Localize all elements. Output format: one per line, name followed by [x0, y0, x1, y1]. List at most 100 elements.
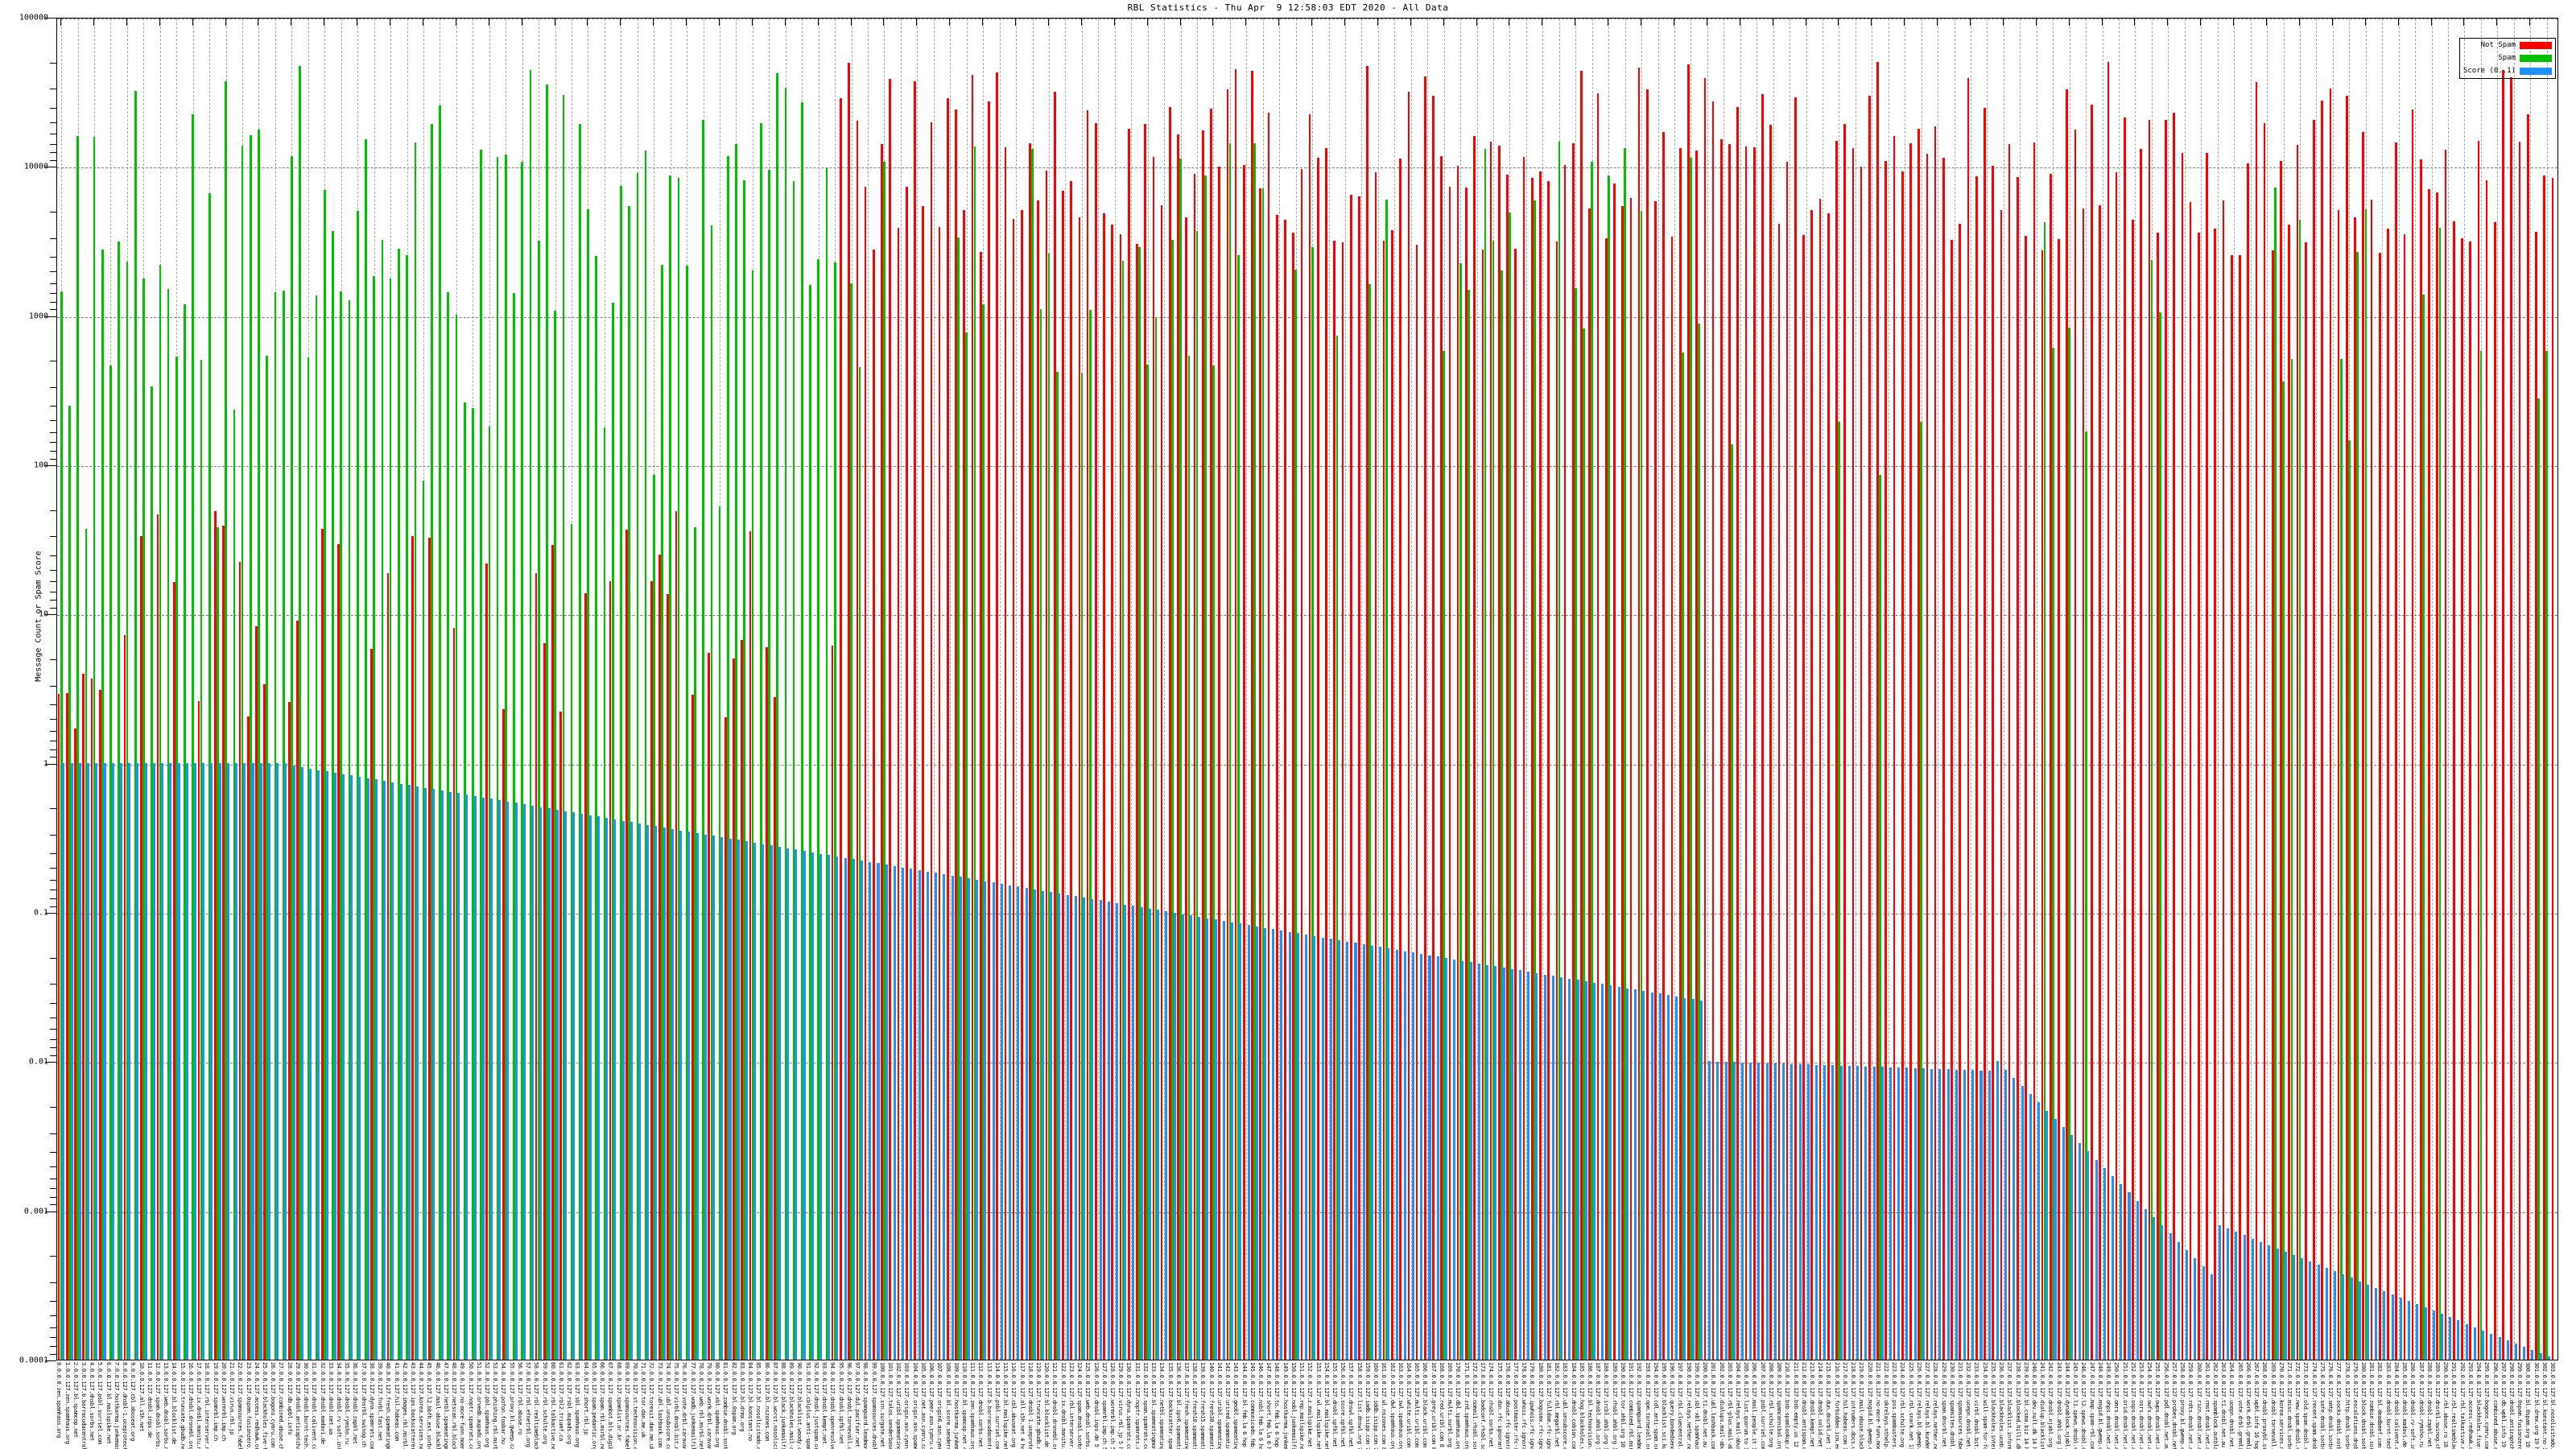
bar-not-spam: [156, 514, 159, 1360]
x-tick-label: 74.0.0.127.ubl.unsubscore.com: [664, 1362, 671, 1449]
bar-score: [1535, 972, 1538, 1360]
bar-not-spam: [2535, 232, 2537, 1360]
y-tick-minor: [50, 143, 56, 145]
x-tick-label: 165.0.0.127.multi.uribl.com 8 hop: [1414, 1362, 1421, 1449]
x-tick-label: 290.0.0.127.rbl.abuse.ro 18 hop: [2442, 1362, 2450, 1449]
bar-score: [506, 801, 510, 1360]
bar-score: [1732, 1062, 1736, 1360]
bar-not-spam: [1440, 156, 1443, 1360]
x-tick-label: 157.0.0.127.dnswl.spfbl.net 7 hop: [1348, 1362, 1355, 1449]
bar-not-spam: [1201, 130, 1204, 1360]
bar-not-spam: [1193, 173, 1196, 1360]
x-tick-label: 268.0.0.127.dnsbl.proxybl.org 16 hop: [2261, 1362, 2268, 1449]
x-tick-label: 109.0.0.127.hostkarma.junkemailfilter.co…: [952, 1362, 960, 1449]
x-tick-label: 210.0.0.127.bsb.spamlookup.net 12 hop: [1784, 1362, 1791, 1449]
bar-spam: [175, 356, 178, 1360]
bar-score: [811, 852, 814, 1360]
bar-not-spam: [658, 554, 661, 1360]
x-tick-label: 67.0.0.127.spambot.bls.digibase.ca: [607, 1362, 614, 1449]
bar-score: [1247, 925, 1250, 1360]
vertical-gridline: [2497, 19, 2499, 1360]
bar-score: [1313, 935, 1316, 1360]
bar-score: [2465, 1323, 2468, 1360]
x-tick-label: 42.0.0.127.images.rbl.msrbl.net: [401, 1362, 408, 1449]
x-tick-label: 91.0.0.127.cblplus.anti-spam.org.cn: [804, 1362, 811, 1449]
bar-not-spam: [2313, 120, 2315, 1360]
x-tick-label: 234.0.0.127.will-spam-for-food.eu.org 14…: [1981, 1362, 1988, 1449]
bar-spam: [118, 242, 121, 1360]
bar-spam: [1607, 175, 1610, 1360]
bar-score: [605, 818, 609, 1360]
bar-score: [2112, 1176, 2115, 1360]
vertical-gridline: [2234, 19, 2235, 1360]
bar-score: [2539, 1353, 2542, 1360]
bar-not-spam: [1210, 108, 1212, 1360]
y-tick-minor: [50, 1187, 56, 1189]
x-tick: [225, 19, 226, 26]
bar-not-spam: [2461, 237, 2463, 1360]
y-tick-minor: [50, 607, 56, 609]
x-tick-label: 54.0.0.127.pofon.foobar.hu: [500, 1362, 507, 1444]
y-tick-minor: [50, 868, 56, 869]
bar-score: [1609, 985, 1612, 1360]
bar-score: [1773, 1063, 1777, 1360]
y-tick-label: 100000: [19, 13, 48, 23]
x-tick-label: 104.0.0.127.origin.asn.spameatingmonkey.…: [911, 1362, 919, 1449]
x-tick-label: 15.0.0.127.truncate.gbudb.net: [179, 1362, 186, 1449]
x-tick-label: 263.0.0.127.t1.dnsbl.net.au 16 hop: [2220, 1362, 2227, 1449]
bar-score: [1675, 996, 1678, 1360]
vertical-gridline: [1806, 19, 1807, 1360]
bar-score: [1551, 976, 1554, 1360]
bar-spam: [233, 409, 236, 1360]
x-tick-label: 300.0.0.127.bl.0spam.org 19 hop: [2524, 1362, 2532, 1449]
bar-score: [448, 791, 452, 1360]
x-tick: [2298, 19, 2300, 26]
bar-score: [2498, 1336, 2501, 1360]
bar-not-spam: [1909, 142, 1912, 1360]
bar-score: [2432, 1311, 2435, 1360]
bar-spam: [1080, 372, 1084, 1360]
x-tick-label: 238.0.0.127.blocked.hilli.dk 14 hop: [2014, 1362, 2021, 1449]
x-tick-label: 108.0.0.127.bl.score.senderscore.com: [944, 1362, 952, 1449]
x-tick-label: 254.0.0.127.owfs.dnsbl.net.au 15 hop: [2146, 1362, 2153, 1449]
bar-score: [729, 838, 732, 1360]
bar-score: [967, 878, 970, 1360]
vertical-gridline: [2267, 19, 2268, 1360]
bar-score: [1222, 921, 1225, 1360]
x-tick-label: 146.0.0.127.nsbl.fmb.la 6 hop: [1257, 1362, 1265, 1449]
x-tick-label: 266.0.0.127.work.drbl.gremlin.ru 16 hop: [2244, 1362, 2252, 1449]
x-tick-label: 137.0.0.127.fresh.spameatingmonkey.net 6…: [1183, 1362, 1190, 1449]
x-tick-label: 17.0.0.127.ix.dnsbl.manitu.net: [196, 1362, 203, 1449]
bar-score: [869, 861, 872, 1360]
bar-score: [70, 762, 73, 1360]
x-tick-label: 86.0.0.127.bl.nszones.com: [763, 1362, 770, 1441]
x-tick-label: 297.0.0.127.db.wpbl.info 19 hop: [2500, 1362, 2507, 1449]
bar-score: [663, 828, 666, 1360]
x-tick-label: 151.0.0.127.rep.mailspike.net 7 hop: [1298, 1362, 1306, 1449]
bar-spam: [60, 291, 63, 1360]
x-tick-label: 295.0.0.127.bogons.cymru.com 19 hop: [2483, 1362, 2491, 1449]
bar-score: [2358, 1281, 2361, 1360]
bar-spam: [1055, 371, 1059, 1360]
bar-not-spam: [2247, 163, 2249, 1360]
bar-not-spam: [2041, 250, 2044, 1360]
bar-not-spam: [2074, 130, 2077, 1360]
bar-not-spam: [2156, 233, 2159, 1360]
bar-score: [481, 797, 485, 1360]
bar-not-spam: [930, 122, 933, 1360]
bar-spam: [2290, 359, 2293, 1360]
bar-not-spam: [320, 528, 324, 1360]
x-tick: [192, 19, 193, 26]
x-tick-label: 293.0.0.127.access.redhawk.org 19 hop: [2467, 1362, 2474, 1449]
y-tick-minor: [50, 256, 56, 258]
bar-score: [1683, 997, 1686, 1360]
y-tick-minor: [50, 749, 56, 750]
bar-score: [588, 815, 592, 1360]
bar-not-spam: [1259, 188, 1262, 1360]
bar-score: [638, 824, 642, 1360]
bar-not-spam: [2181, 152, 2184, 1360]
x-tick-label: 219.0.0.127.mail-abuse.blacklist.jippg.o…: [1858, 1362, 1865, 1449]
x-tick-label: 14.0.0.127.bl.blocklist.de: [171, 1362, 178, 1444]
bar-score: [852, 859, 855, 1360]
x-tick-label: 68.0.0.127.spamlist.or.kr: [615, 1362, 622, 1441]
